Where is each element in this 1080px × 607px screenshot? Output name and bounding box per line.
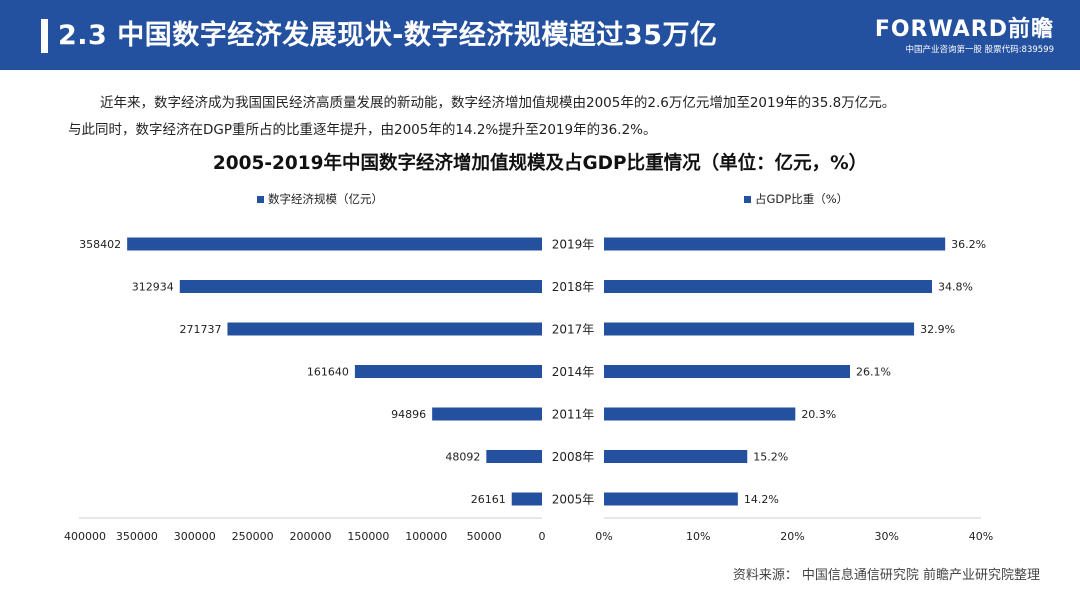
brand-tagline: 中国产业咨询第一股 股票代码:839599 <box>905 45 1054 55</box>
bar-right-1 <box>604 280 932 293</box>
bar-right-0 <box>604 237 946 251</box>
bar-left-label-3: 161640 <box>307 366 349 379</box>
bar-right-3 <box>604 365 850 378</box>
source-prefix: 资料来源： <box>732 568 798 583</box>
bar-right-label-6: 14.2% <box>744 493 779 506</box>
source-note: 资料来源： 中国信息通信研究院 前瞻产业研究院整理 <box>733 564 1040 583</box>
category-label-0: 2019年 <box>552 238 595 252</box>
bar-left-label-1: 312934 <box>132 281 174 294</box>
header-banner: 2.3 中国数字经济发展现状-数字经济规模超过35万亿 FORWARD前瞻 中国… <box>0 0 1080 70</box>
left-tick-0: 400000 <box>64 530 106 543</box>
bar-right-label-1: 34.8% <box>938 281 973 294</box>
category-label-2: 2017年 <box>552 323 595 337</box>
chart-title: 2005-2019年中国数字经济增加值规模及占GDP比重情况（单位：亿元，%） <box>212 153 868 174</box>
legend-left-label: 数字经济规模（亿元） <box>268 192 383 206</box>
bar-left-5 <box>486 450 542 463</box>
bar-left-label-5: 48092 <box>445 451 480 464</box>
legend-right-swatch <box>744 196 751 203</box>
category-label-3: 2014年 <box>552 365 595 379</box>
category-label-6: 2005年 <box>552 493 595 507</box>
bar-left-6 <box>511 492 542 506</box>
bar-left-4 <box>432 407 542 421</box>
bar-left-0 <box>127 237 542 251</box>
legend-right-label: 占GDP比重（%） <box>755 192 848 206</box>
bar-left-label-0: 358402 <box>79 238 121 251</box>
left-tick-6: 100000 <box>405 530 447 543</box>
title-accent-bar <box>41 19 48 53</box>
intro-line-2: 与此同时，数字经济在DGP重所占的比重逐年提升，由2005年的14.2%提升至2… <box>68 122 657 138</box>
legend-left-swatch <box>257 196 264 203</box>
left-tick-4: 200000 <box>290 530 332 543</box>
left-tick-7: 50000 <box>467 530 502 543</box>
bar-right-label-2: 32.9% <box>920 323 955 336</box>
left-tick-1: 350000 <box>116 530 158 543</box>
left-tick-5: 150000 <box>347 530 389 543</box>
intro-text: 近年来，数字经济成为我国国民经济高质量发展的新动能，数字经济增加值规模由2005… <box>68 90 1058 144</box>
category-label-4: 2011年 <box>552 408 595 422</box>
bar-right-label-3: 26.1% <box>856 366 891 379</box>
intro-line-1: 近年来，数字经济成为我国国民经济高质量发展的新动能，数字经济增加值规模由2005… <box>100 95 896 111</box>
page-title: 2.3 中国数字经济发展现状-数字经济规模超过35万亿 <box>58 20 718 51</box>
right-tick-2: 20% <box>780 530 804 543</box>
bar-right-4 <box>604 407 796 421</box>
right-tick-1: 10% <box>686 530 710 543</box>
bar-left-1 <box>179 280 542 293</box>
right-tick-3: 30% <box>875 530 899 543</box>
left-tick-2: 300000 <box>174 530 216 543</box>
brand-logo-text: FORWARD前瞻 <box>874 17 1054 42</box>
bar-left-3 <box>354 365 542 378</box>
left-tick-8: 0 <box>539 530 546 543</box>
bar-right-5 <box>604 450 748 463</box>
bar-left-label-4: 94896 <box>391 408 426 421</box>
brand-logo: FORWARD前瞻 中国产业咨询第一股 股票代码:839599 <box>875 18 1054 56</box>
bar-right-label-4: 20.3% <box>801 408 836 421</box>
category-label-5: 2008年 <box>552 450 595 464</box>
bar-left-label-2: 271737 <box>179 323 221 336</box>
bar-right-6 <box>604 492 738 506</box>
right-tick-4: 40% <box>969 530 993 543</box>
bar-left-2 <box>227 322 542 336</box>
source-text: 中国信息通信研究院 前瞻产业研究院整理 <box>801 568 1040 583</box>
right-tick-0: 0% <box>595 530 612 543</box>
bar-right-2 <box>604 322 915 336</box>
bar-left-label-6: 26161 <box>471 493 506 506</box>
bar-right-label-5: 15.2% <box>753 451 788 464</box>
bar-right-label-0: 36.2% <box>951 238 986 251</box>
left-tick-3: 250000 <box>232 530 274 543</box>
category-label-1: 2018年 <box>552 280 595 294</box>
